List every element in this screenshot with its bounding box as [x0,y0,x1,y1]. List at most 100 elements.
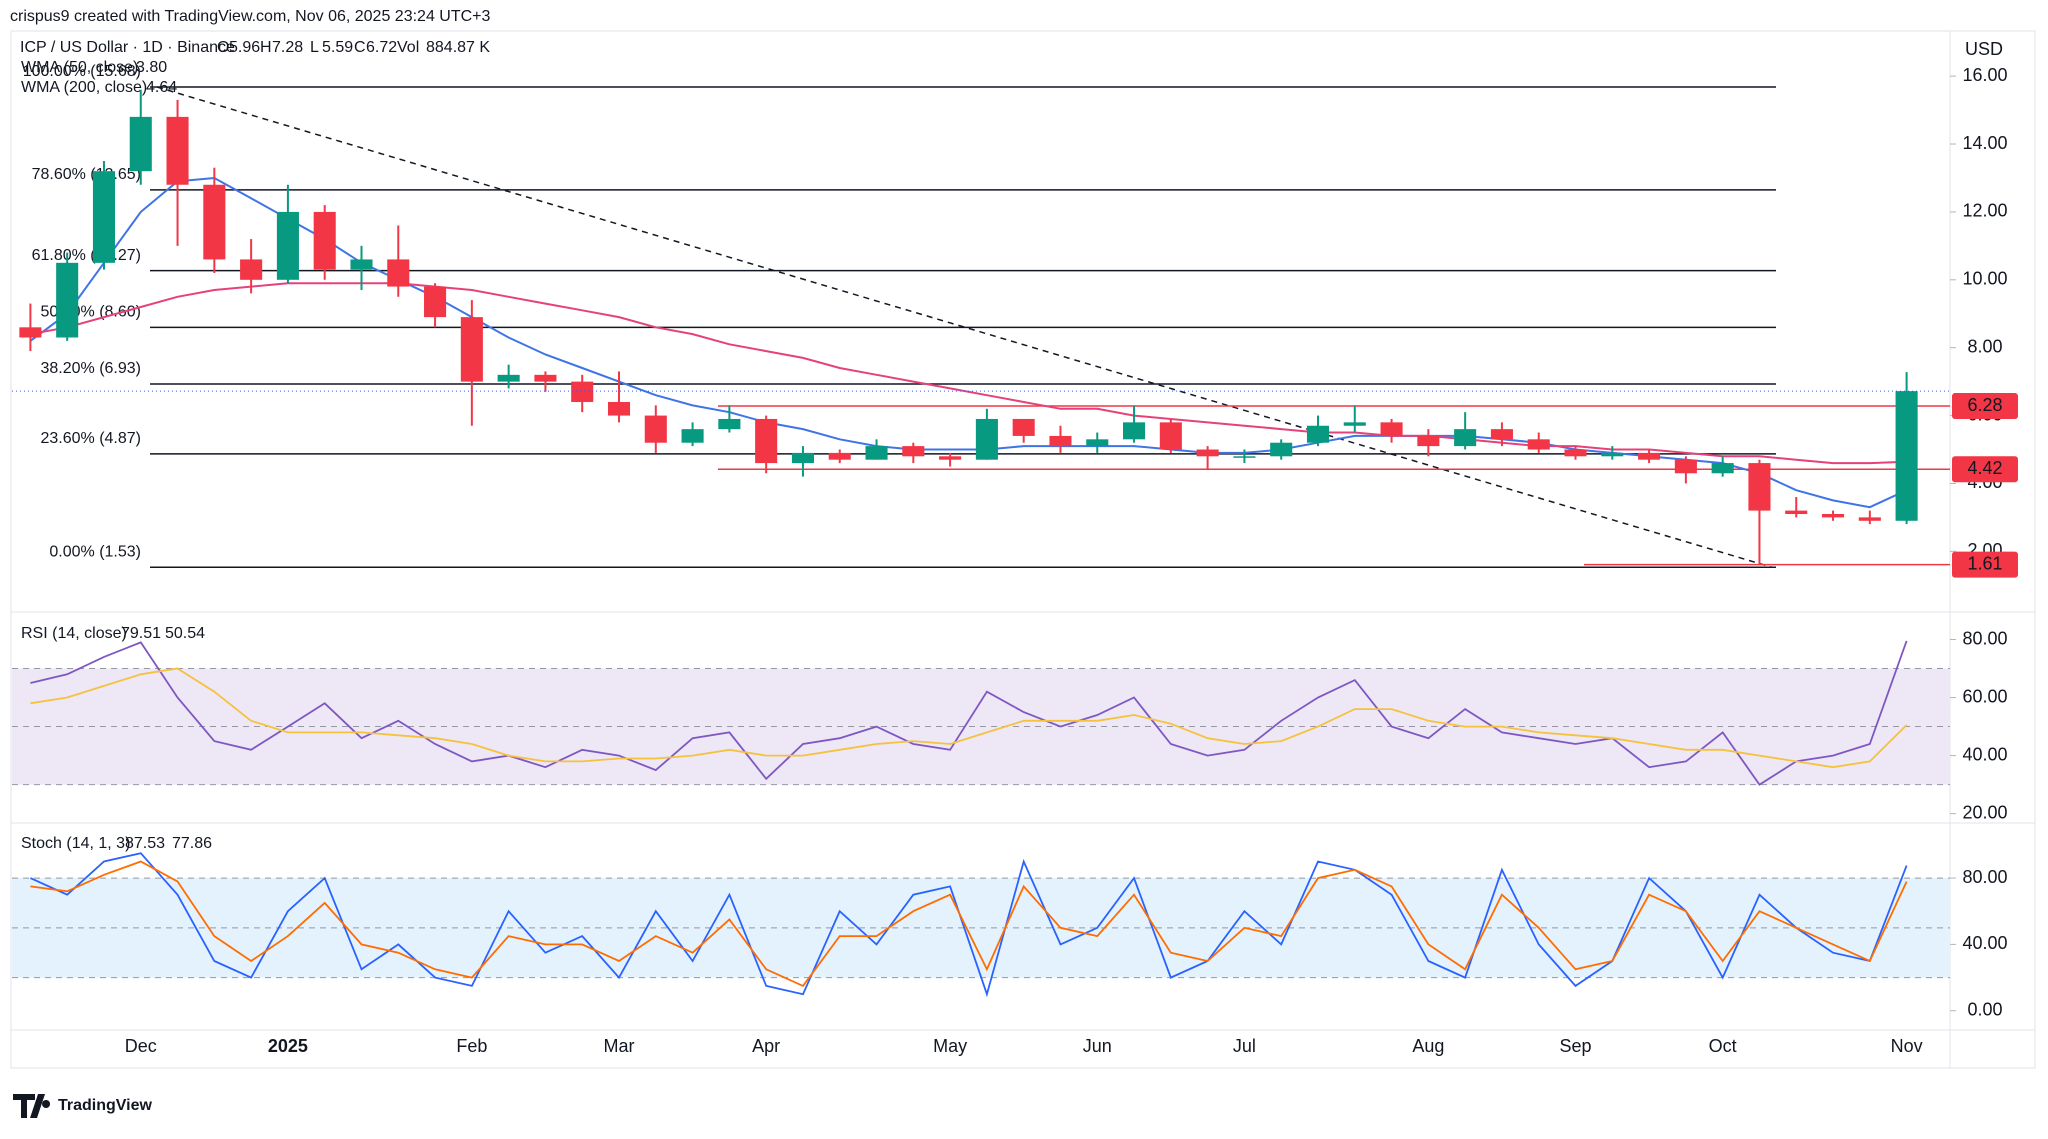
candle-body [56,262,79,338]
candle-body [1233,456,1256,458]
candle-body [1527,439,1550,450]
x-tick-label: Feb [456,1036,487,1056]
fib-label: 100.00% (15.68) [23,63,141,80]
ohlc-value: 6.72 [366,39,397,56]
legend-value: 87.53 [125,835,165,852]
x-tick-label: Apr [752,1036,780,1056]
level-label: 6.28 [1967,395,2002,415]
legend-value: 4.64 [146,79,177,96]
x-tick-label: Jul [1233,1036,1256,1056]
trend-line [156,86,1773,569]
candle-body [1417,435,1440,447]
ohlc-key: O [217,39,229,56]
moving-average [30,282,1907,465]
fib-label: 78.60% (12.65) [32,166,141,183]
x-tick-label: 2025 [268,1036,308,1056]
legend-name: WMA (50, close) [21,59,138,76]
candle-body [1601,452,1624,457]
logo: TradingView [13,1094,153,1118]
x-tick-label: Aug [1412,1036,1444,1056]
candle-body [387,259,410,287]
x-tick-label: Oct [1709,1036,1737,1056]
candle-body [129,116,152,172]
candle-body [975,418,998,460]
fib-label: 61.80% (10.27) [32,247,141,264]
candle-body [1270,442,1293,457]
level-label: 4.42 [1967,458,2002,478]
ohlc-key: C [354,39,366,56]
y-tick-label: 16.00 [1962,65,2007,85]
x-tick-label: May [933,1036,967,1056]
fib-label: 38.20% (6.93) [40,360,141,377]
moving-average [29,176,1908,509]
y-tick-label: 20.00 [1962,802,2007,822]
y-tick-label: 10.00 [1962,269,2007,289]
candle-body [1821,513,1845,518]
y-tick-label: 14.00 [1962,133,2007,153]
fib-label: 0.00% (1.53) [49,544,141,561]
candle-body [424,286,447,318]
x-tick-label: Sep [1559,1036,1591,1056]
y-tick-label: 80.00 [1962,628,2007,648]
candle-body [1343,422,1366,426]
candle-body [571,381,594,402]
candle-body [1159,422,1182,450]
indicator-line [30,860,1908,988]
candle-body [1711,463,1734,474]
candle-body [1674,459,1697,474]
candle-body [607,401,631,416]
watermark: crispus9 created with TradingView.com, N… [10,8,491,25]
candle-body [1380,422,1403,436]
ohlc-value: 7.28 [272,39,303,56]
legend-name: WMA (200, close) [21,79,147,96]
y-tick-label: 40.00 [1962,744,2007,764]
candle-body [939,456,962,460]
level-label: 1.61 [1967,553,2002,573]
candle-body [791,452,814,464]
symbol-title: ICP / US Dollar · 1D · Binance [20,39,235,56]
candle-body [350,259,373,270]
candle-body [1490,429,1513,440]
indicator-line [30,640,1908,786]
candle-body [313,211,336,270]
candle-body [865,446,888,460]
candle-body [1196,449,1219,457]
x-tick-label: Mar [604,1036,635,1056]
pane-title: Stoch (14, 1, 3) [21,835,130,852]
level-badge [1952,393,2018,420]
y-tick-label: 60.00 [1962,686,2007,706]
candle-body [1564,449,1587,457]
candle-body [460,317,483,382]
candle-body [681,429,704,443]
candle-body [1785,510,1808,514]
logo-mark [13,1094,51,1118]
candle-body [92,171,116,263]
candle-body [240,259,263,280]
candle-body [755,418,778,464]
indicator-line [30,667,1908,769]
candle-body [718,418,741,430]
level-badge [1952,551,2018,578]
volume-key: Vol [397,39,419,56]
candle-body [1086,439,1109,447]
legend-value: 79.51 [121,625,161,642]
y-tick-label: 80.00 [1962,867,2007,887]
x-tick-label: Jun [1083,1036,1112,1056]
candle-body [1306,425,1330,443]
candle-body [1748,463,1771,511]
y-tick-label: 12.00 [1962,201,2007,221]
volume-value: 884.87 K [426,39,490,56]
candle-body [1895,391,1918,521]
currency: USD [1965,39,2003,59]
level-badge [1952,456,2018,483]
ohlc-value: 5.59 [322,39,353,56]
y-tick-label: 0.00 [1967,999,2002,1019]
legend-value: 50.54 [165,625,205,642]
candle-body [1012,418,1035,436]
legend-value: 3.80 [136,59,167,76]
ohlc-value: 5.96 [229,39,260,56]
legend-value: 77.86 [172,835,212,852]
